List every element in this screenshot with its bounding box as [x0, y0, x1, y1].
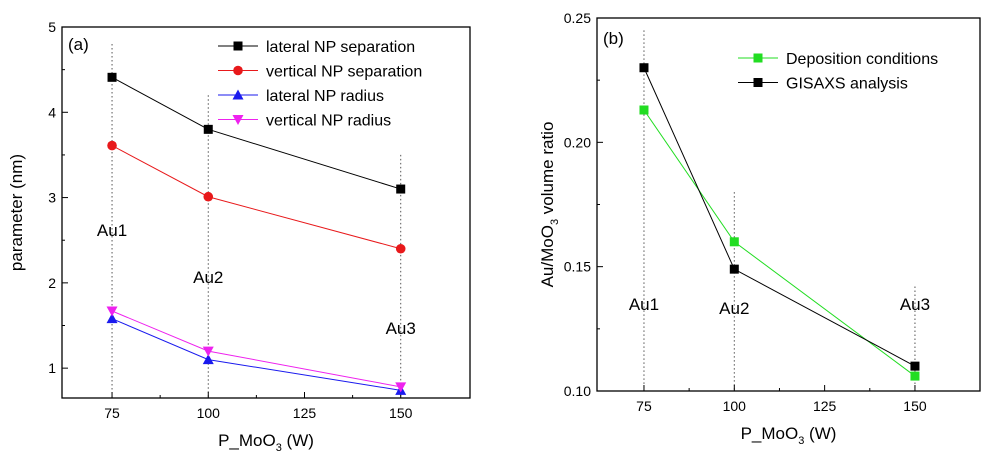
x-axis-label: P_MoO3 (W): [218, 431, 314, 454]
legend: lateral NP separation vertical NP separat…: [218, 39, 422, 130]
data-point: [202, 354, 214, 365]
series-vertical-np-separation: [107, 140, 406, 254]
data-point: [203, 124, 213, 134]
data-point: [202, 346, 214, 357]
y-axis-label: parameter (nm): [7, 154, 26, 271]
x-axis-label-sub: 3: [798, 435, 804, 447]
legend-marker: [233, 65, 243, 76]
y-axis-label-main: Au/MoO: [538, 225, 557, 287]
data-point: [396, 184, 406, 194]
sample-label-au2: Au2: [193, 268, 223, 287]
data-point: [395, 243, 406, 254]
series-deposition-conditions: [639, 105, 920, 381]
x-tick-label: 100: [197, 405, 221, 421]
y-axis-label-tail: volume ratio: [538, 122, 557, 219]
data-point: [729, 264, 739, 274]
x-tick-label: 125: [813, 398, 837, 414]
legend-entry-label: vertical NP radius: [266, 113, 391, 130]
x-tick-label: 75: [104, 405, 120, 421]
data-point: [106, 313, 118, 324]
data-point: [395, 382, 407, 393]
series-line: [643, 67, 916, 367]
x-tick-label: 75: [636, 398, 652, 414]
x-axis-label-tail: (W): [282, 431, 314, 450]
sample-label-au3: Au3: [900, 295, 930, 314]
legend-marker: [232, 89, 244, 100]
y-axis-label: Au/MoO3 volume ratio: [538, 122, 561, 288]
y-tick-label: 4: [48, 104, 56, 120]
legend-entry-label: GISAXS analysis: [786, 76, 908, 93]
series-line: [643, 109, 916, 377]
y-axis-label-sub: 3: [549, 219, 561, 225]
y-tick-label: 0.25: [564, 10, 591, 26]
x-axis-label-main: P_MoO: [218, 431, 276, 450]
y-tick-label: 1: [48, 360, 56, 376]
y-tick-label: 0.20: [564, 134, 591, 150]
plot-frame: [596, 17, 981, 392]
y-tick-label: 2: [48, 275, 56, 291]
data-point: [910, 371, 920, 381]
x-tick-label: 100: [723, 398, 747, 414]
y-tick-label: 5: [48, 19, 56, 35]
data-point: [639, 63, 649, 73]
series-lateral-np-radius: [106, 313, 407, 395]
data-point: [106, 306, 118, 317]
x-tick-label: 125: [293, 405, 317, 421]
series-gisaxs-analysis: [639, 63, 920, 371]
y-tick-label: 0.10: [564, 383, 591, 399]
legend-entry-label: lateral NP radius: [266, 88, 384, 105]
data-point: [910, 361, 920, 371]
sample-label-au2: Au2: [719, 299, 749, 318]
y-tick-label: 3: [48, 190, 56, 206]
x-tick-label: 150: [389, 405, 413, 421]
legend-marker: [753, 53, 763, 63]
data-point: [107, 140, 117, 151]
x-axis-label: P_MoO3 (W): [741, 424, 837, 447]
series-line: [111, 145, 401, 250]
plot-frame: [61, 26, 471, 399]
panel-label: (b): [603, 29, 624, 48]
y-tick-label: 0.15: [564, 259, 591, 275]
legend-marker: [753, 78, 763, 87]
sample-label-au1: Au1: [629, 295, 659, 314]
x-tick-label: 150: [903, 398, 927, 414]
sample-label-au3: Au3: [386, 319, 416, 338]
series-vertical-np-radius: [106, 306, 407, 393]
data-point: [639, 105, 649, 115]
legend-entry-label: lateral NP separation: [266, 39, 415, 56]
x-axis-label-main: P_MoO: [741, 424, 799, 443]
legend-marker: [233, 41, 243, 51]
series-line: [111, 310, 401, 388]
legend-entry-label: Deposition conditions: [786, 51, 938, 68]
panel-label: (a): [68, 35, 89, 54]
legend-marker: [232, 115, 244, 125]
data-point: [203, 191, 214, 202]
data-point: [107, 72, 117, 82]
data-point: [729, 237, 739, 247]
x-axis-label-sub: 3: [276, 442, 282, 454]
x-axis-label-tail: (W): [804, 424, 836, 443]
series-lateral-np-separation: [107, 72, 406, 194]
sample-label-au1: Au1: [97, 221, 127, 240]
legend: Deposition conditions GISAXS analysis: [738, 51, 938, 93]
legend-entry-label: vertical NP separation: [266, 64, 422, 81]
